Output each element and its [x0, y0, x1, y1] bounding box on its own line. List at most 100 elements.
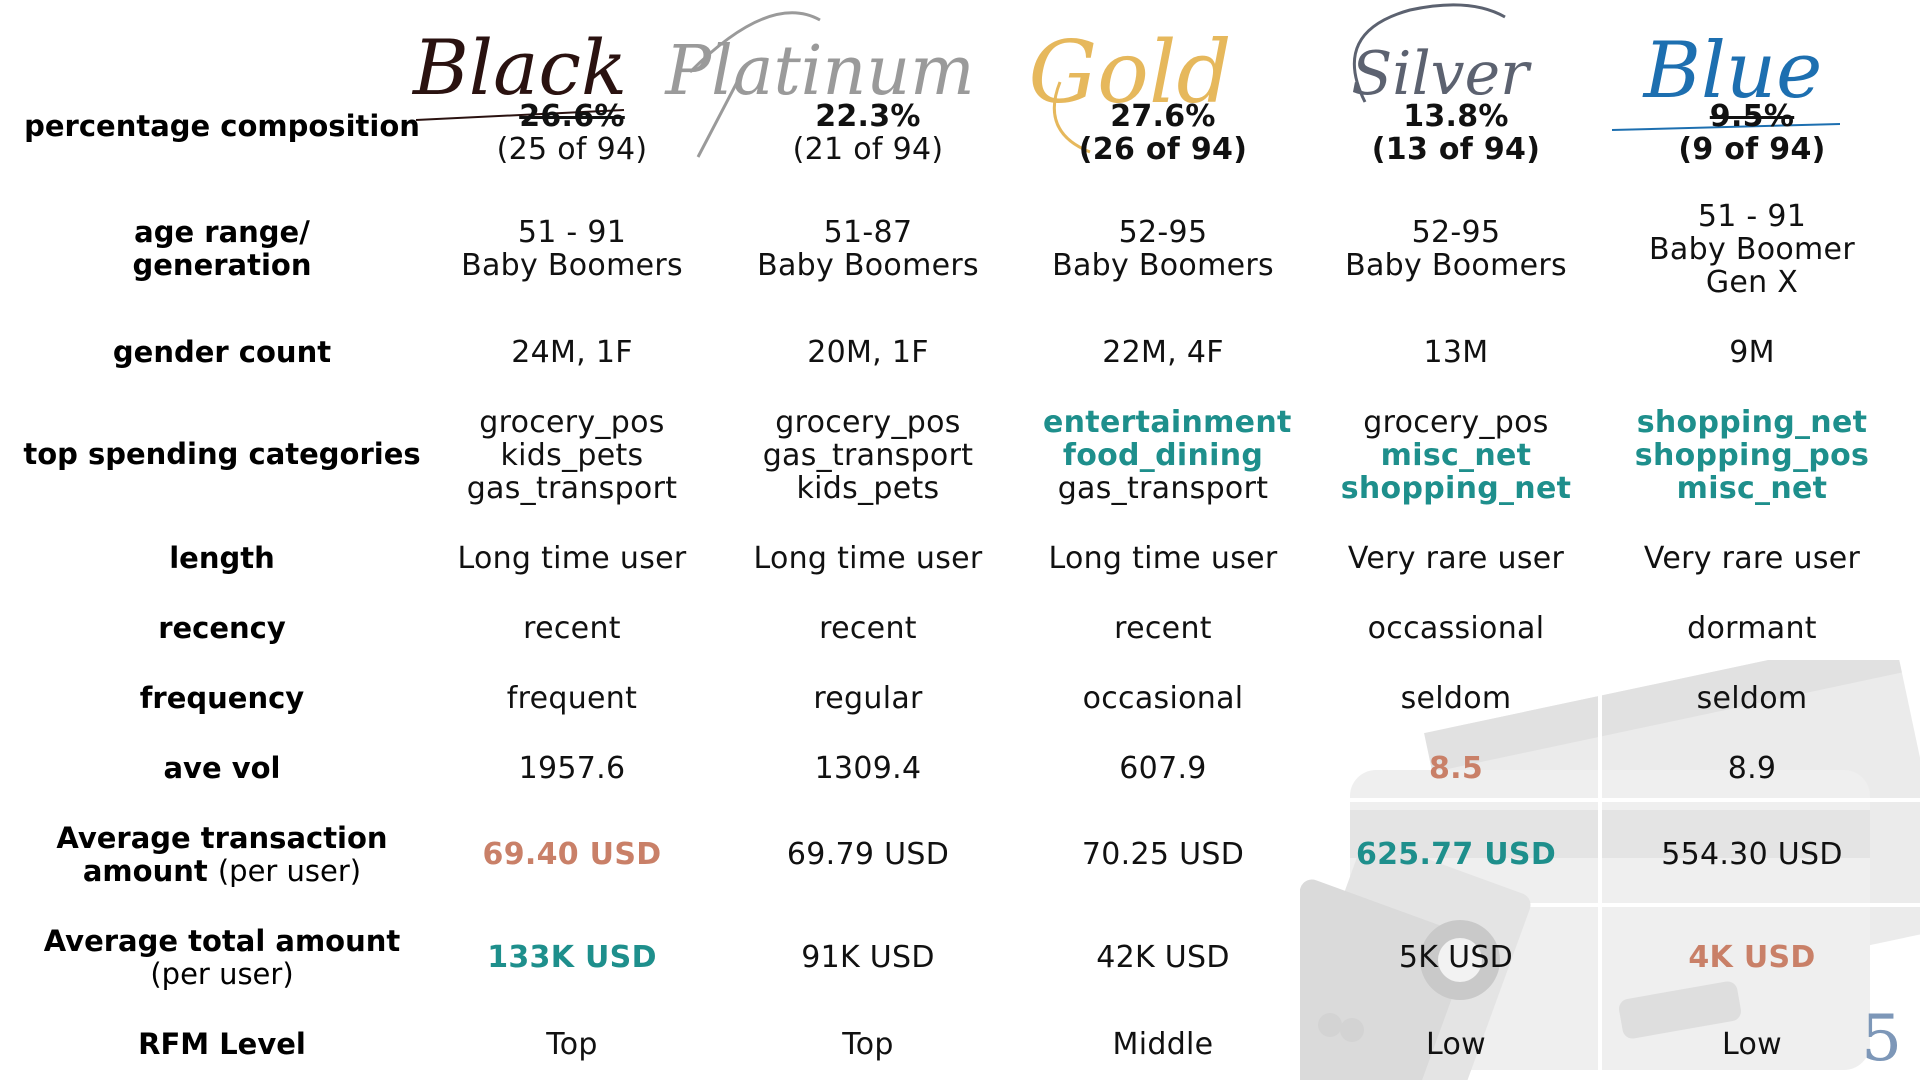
avg-total-platinum: 91K USD: [801, 940, 935, 975]
gender-platinum: 20M, 1F: [807, 335, 929, 370]
avg-total-silver: 5K USD: [1398, 940, 1514, 975]
frequency-blue: seldom: [1696, 681, 1808, 716]
category-item: gas_transport: [466, 471, 678, 506]
composition-black: 26.6% (25 of 94): [452, 100, 692, 166]
age-blue-range: 51 - 91: [1697, 199, 1807, 234]
length-blue: Very rare user: [1643, 541, 1861, 576]
label-top-spending-categories: top spending categories: [23, 437, 421, 471]
age-silver: 52-95 Baby Boomers: [1336, 216, 1576, 282]
count-blue: (9 of 94): [1678, 132, 1826, 167]
label-age-line2: generation: [132, 248, 312, 282]
composition-platinum: 22.3% (21 of 94): [748, 100, 988, 166]
avg-total-blue: 4K USD: [1688, 940, 1816, 975]
age-silver-generation: Baby Boomers: [1345, 248, 1567, 283]
pct-blue: 9.5%: [1709, 99, 1795, 134]
label-avg-total-line1: Average total amount: [43, 924, 401, 958]
count-black: (25 of 94): [496, 132, 648, 167]
label-avg-total-per-user: (per user): [150, 957, 294, 991]
label-ave-vol: ave vol: [163, 751, 281, 785]
age-black-range: 51 - 91: [517, 215, 627, 250]
length-platinum: Long time user: [753, 541, 983, 576]
credit-cards-illustration: [1300, 660, 1920, 1080]
category-item-highlight: shopping_net: [1636, 405, 1868, 440]
tier-blue-heading: Blue: [1608, 2, 1858, 167]
rfm-black: Top: [546, 1027, 598, 1062]
age-gold-range: 52-95: [1118, 215, 1208, 250]
avg-tx-blue: 554.30 USD: [1661, 837, 1843, 872]
avg-tx-platinum: 69.79 USD: [786, 837, 950, 872]
category-item: grocery_pos: [775, 405, 961, 440]
category-item: grocery_pos: [1363, 405, 1549, 440]
label-average-transaction: Average transaction amount (per user): [12, 822, 432, 888]
age-platinum: 51-87 Baby Boomers: [748, 216, 988, 282]
age-blue: 51 - 91 Baby Boomer Gen X: [1632, 200, 1872, 299]
age-platinum-generation: Baby Boomers: [757, 248, 979, 283]
category-item-highlight: food_dining: [1062, 438, 1264, 473]
avg-total-gold: 42K USD: [1096, 940, 1230, 975]
category-item-highlight: shopping_net: [1340, 471, 1572, 506]
avg-total-black: 133K USD: [487, 940, 657, 975]
recency-silver: occassional: [1367, 611, 1545, 646]
category-item-highlight: misc_net: [1380, 438, 1532, 473]
gender-blue: 9M: [1729, 335, 1775, 370]
category-item: grocery_pos: [479, 405, 665, 440]
age-blue-generation-2: Gen X: [1705, 265, 1799, 300]
rfm-platinum: Top: [842, 1027, 894, 1062]
age-gold-generation: Baby Boomers: [1052, 248, 1274, 283]
frequency-silver: seldom: [1400, 681, 1512, 716]
label-rfm-level: RFM Level: [138, 1027, 306, 1061]
composition-silver: 13.8% (13 of 94): [1336, 100, 1576, 166]
pct-silver: 13.8%: [1403, 99, 1509, 134]
age-silver-range: 52-95: [1411, 215, 1501, 250]
categories-gold: entertainment food_dining gas_transport: [1043, 406, 1291, 505]
label-gender-count: gender count: [112, 335, 332, 369]
pct-black: 26.6%: [519, 99, 625, 134]
tier-platinum-name: Platinum: [663, 32, 974, 111]
category-item: kids_pets: [500, 438, 644, 473]
age-blue-generation: Baby Boomer: [1649, 232, 1855, 267]
tier-black-heading: Black: [410, 2, 650, 167]
pct-gold: 27.6%: [1110, 99, 1216, 134]
frequency-platinum: regular: [813, 681, 923, 716]
label-age-line1: age range/: [134, 215, 310, 249]
age-gold: 52-95 Baby Boomers: [1043, 216, 1283, 282]
label-age-range: age range/ generation: [12, 216, 432, 282]
avevol-platinum: 1309.4: [814, 751, 922, 786]
age-black-generation: Baby Boomers: [461, 248, 683, 283]
avg-tx-silver: 625.77 USD: [1355, 837, 1557, 872]
category-item-highlight: misc_net: [1676, 471, 1828, 506]
label-frequency: frequency: [139, 681, 305, 715]
avevol-blue: 8.9: [1727, 751, 1777, 786]
length-gold: Long time user: [1048, 541, 1278, 576]
count-platinum: (21 of 94): [792, 132, 944, 167]
gender-black: 24M, 1F: [511, 335, 633, 370]
tier-gold-name: Gold: [1028, 23, 1231, 123]
label-avg-tx-per-user: (per user): [217, 854, 362, 888]
label-recency: recency: [158, 611, 286, 645]
label-average-total: Average total amount (per user): [12, 925, 432, 991]
tier-black-name: Black: [411, 23, 627, 112]
label-avg-tx-amount: amount: [82, 854, 208, 888]
category-item: gas_transport: [762, 438, 974, 473]
gender-silver: 13M: [1423, 335, 1489, 370]
tier-silver-heading: Silver: [1340, 2, 1540, 167]
avevol-black: 1957.6: [518, 751, 626, 786]
recency-gold: recent: [1114, 611, 1212, 646]
tier-platinum-heading: Platinum: [650, 2, 975, 167]
age-black: 51 - 91 Baby Boomers: [452, 216, 692, 282]
frequency-gold: occasional: [1082, 681, 1244, 716]
composition-gold: 27.6% (26 of 94): [1043, 100, 1283, 166]
rfm-gold: Middle: [1112, 1027, 1214, 1062]
composition-blue: 9.5% (9 of 94): [1632, 100, 1872, 166]
category-item: kids_pets: [796, 471, 940, 506]
count-gold: (26 of 94): [1078, 132, 1248, 167]
label-percentage-composition: percentage composition: [24, 109, 420, 143]
length-black: Long time user: [457, 541, 687, 576]
categories-platinum: grocery_pos gas_transport kids_pets: [748, 406, 988, 505]
label-avg-tx-line1: Average transaction: [56, 821, 388, 855]
recency-platinum: recent: [819, 611, 917, 646]
avevol-gold: 607.9: [1119, 751, 1207, 786]
tier-silver-name: Silver: [1351, 39, 1532, 109]
categories-black: grocery_pos kids_pets gas_transport: [452, 406, 692, 505]
